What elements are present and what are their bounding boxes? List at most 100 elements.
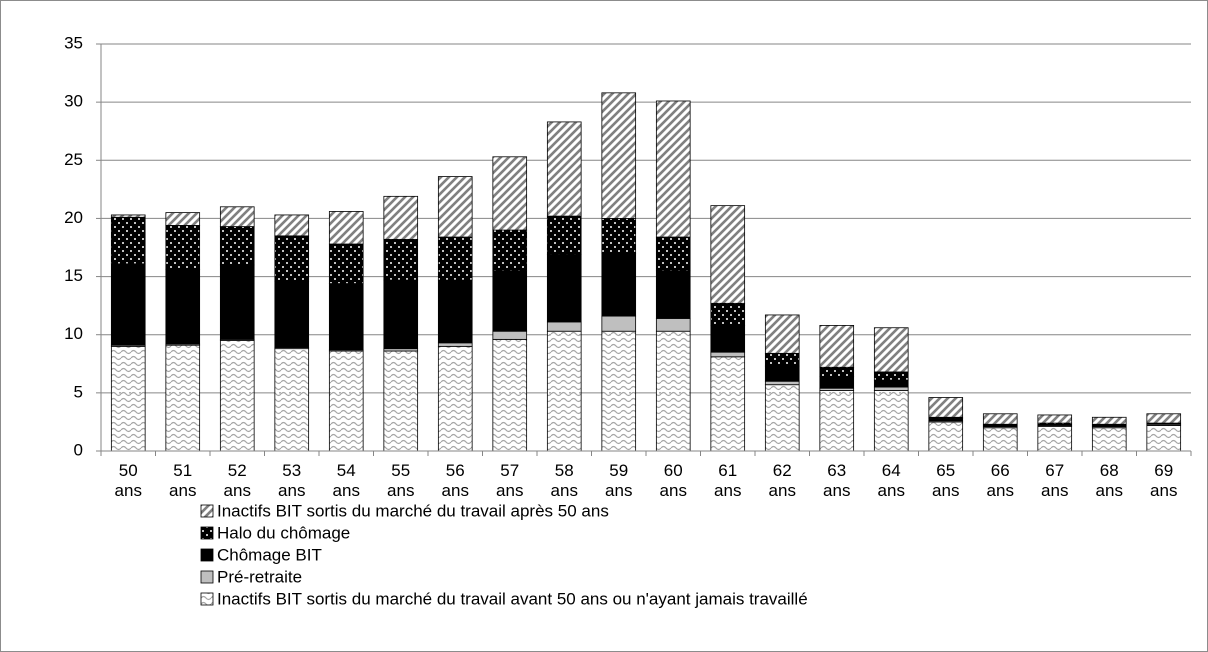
y-tick-label: 0 — [74, 440, 83, 459]
bar-segment — [219, 340, 255, 452]
x-tick-label: 55 ans — [387, 461, 415, 500]
bar-segment — [764, 352, 800, 367]
x-tick-label: 52 ans — [223, 461, 251, 500]
bar-segment — [1146, 425, 1182, 452]
bar-segment — [819, 390, 855, 452]
x-tick-label: 59 ans — [605, 461, 633, 500]
bar-segment — [437, 236, 473, 281]
y-tick-label: 15 — [64, 266, 83, 285]
bar-segment — [655, 318, 691, 332]
bar-segment — [1091, 416, 1127, 425]
bar-segment — [274, 235, 310, 282]
y-tick-label: 5 — [74, 382, 83, 401]
bar-segment — [328, 283, 364, 351]
legend-label: Inactifs BIT sortis du marché du travail… — [217, 589, 808, 608]
bar-segment — [710, 205, 746, 304]
x-tick-label: 69 ans — [1150, 461, 1178, 500]
bar-segment — [274, 214, 310, 237]
bar-segment — [383, 238, 419, 281]
y-tick-label: 30 — [64, 92, 83, 111]
bar-segment — [219, 206, 255, 227]
bar-segment — [110, 214, 146, 218]
y-tick-label: 35 — [64, 33, 83, 52]
bar-segment — [328, 211, 364, 245]
bar-segment — [110, 263, 146, 346]
bar-segment — [601, 252, 637, 317]
bar-segment — [546, 321, 582, 332]
bar-segment — [383, 279, 419, 350]
y-tick-label: 10 — [64, 324, 83, 343]
bar-segment — [873, 390, 909, 452]
bar-segment — [165, 212, 201, 226]
bar-segment — [492, 330, 528, 340]
bar-segment — [764, 365, 800, 382]
bar-segment — [819, 376, 855, 389]
bar-segment — [601, 315, 637, 332]
y-tick-label: 20 — [64, 208, 83, 227]
bar-segment — [873, 386, 909, 391]
bar-segment — [601, 218, 637, 254]
bar-segment — [710, 302, 746, 326]
bar-segment — [383, 195, 419, 240]
bar-segment — [274, 280, 310, 348]
bar-segment — [492, 229, 528, 272]
bar-segment — [710, 325, 746, 353]
bar-segment — [928, 421, 964, 452]
x-tick-label: 56 ans — [441, 461, 469, 500]
x-tick-label: 57 ans — [496, 461, 524, 500]
bar-segment — [437, 342, 473, 347]
bar-segment — [819, 325, 855, 368]
bar-segment — [328, 350, 364, 452]
bar-segment — [492, 270, 528, 332]
bar-segment — [492, 338, 528, 452]
bar-segment — [928, 397, 964, 418]
bar-segment — [601, 92, 637, 219]
bar-segment — [383, 350, 419, 452]
bar-segment — [437, 345, 473, 452]
bar-segment — [655, 236, 691, 272]
bar-segment — [165, 269, 201, 345]
bar-segment — [982, 427, 1018, 452]
bar-segment — [1146, 413, 1182, 424]
legend-swatch — [200, 592, 214, 606]
x-tick-label: 61 ans — [714, 461, 742, 500]
bar-segment — [982, 413, 1018, 425]
bar-segment — [873, 327, 909, 373]
legend-label: Pré-retraite — [217, 567, 302, 586]
bar-segment — [601, 330, 637, 452]
bar-segment — [655, 330, 691, 452]
bar-segment — [819, 366, 855, 377]
bar-segment — [546, 215, 582, 255]
bar-segment — [546, 121, 582, 217]
bar-segment — [764, 380, 800, 386]
legend-swatch — [200, 526, 214, 540]
legend-swatch — [200, 504, 214, 518]
bar-segment — [274, 348, 310, 452]
bar-segment — [165, 344, 201, 452]
bar-segment — [437, 279, 473, 344]
legend-swatch — [200, 548, 214, 562]
x-tick-label: 53 ans — [278, 461, 306, 500]
y-tick-label: 25 — [64, 150, 83, 169]
x-tick-label: 65 ans — [932, 461, 960, 500]
x-tick-label: 62 ans — [768, 461, 796, 500]
x-tick-label: 51 ans — [169, 461, 197, 500]
bar-segment — [655, 270, 691, 319]
bar-segment — [764, 314, 800, 354]
bar-segment — [873, 371, 909, 381]
x-tick-label: 60 ans — [659, 461, 687, 500]
bar-segment — [219, 226, 255, 266]
x-tick-label: 58 ans — [550, 461, 578, 500]
bar-segment — [219, 264, 255, 340]
x-tick-label: 50 ans — [114, 461, 142, 500]
x-tick-label: 54 ans — [332, 461, 360, 500]
bar-segment — [110, 216, 146, 265]
bar-segment — [764, 384, 800, 452]
bar-segment — [710, 351, 746, 358]
bar-segment — [710, 356, 746, 452]
legend-swatch — [200, 570, 214, 584]
bar-segment — [1037, 414, 1073, 424]
x-tick-label: 67 ans — [1041, 461, 1069, 500]
